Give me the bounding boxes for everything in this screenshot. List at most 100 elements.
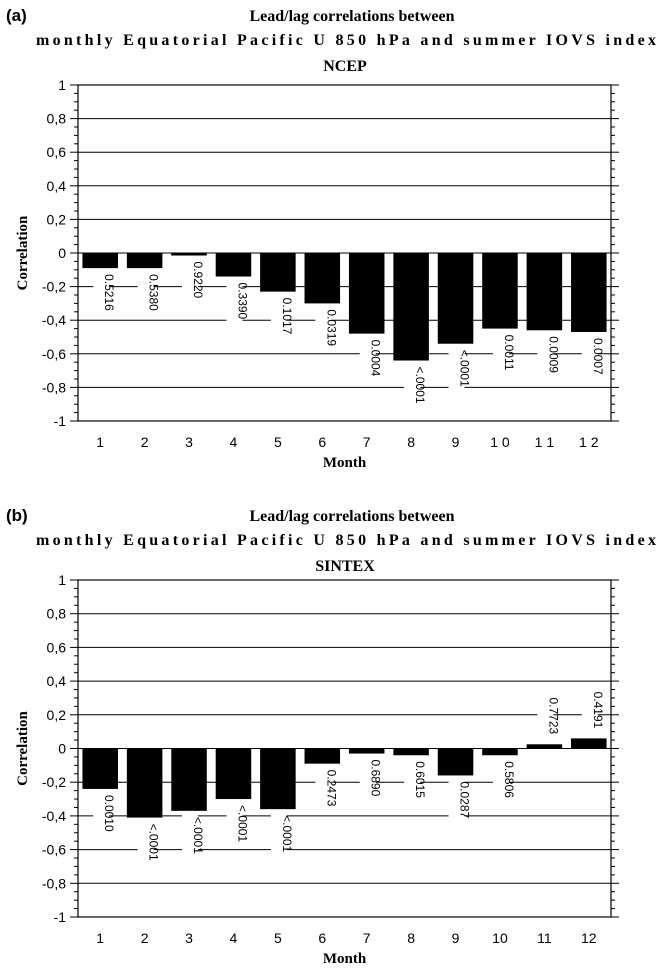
p-value-bg xyxy=(404,759,421,805)
p-value-label: 0.0287 xyxy=(458,781,472,818)
x-tick-label: 1 2 xyxy=(579,434,599,450)
y-tick-label: 1 xyxy=(58,77,66,93)
p-value-bg xyxy=(537,334,554,380)
plot-frame xyxy=(77,579,612,918)
x-axis-title: Month xyxy=(323,455,367,471)
p-value-label: 0.5216 xyxy=(102,274,116,311)
bar-month-1 xyxy=(82,253,118,269)
bar-month-8 xyxy=(393,253,429,361)
x-tick-label: 2 xyxy=(141,434,149,450)
p-value-label: 0.1017 xyxy=(280,298,294,335)
x-tick-label: 5 xyxy=(274,434,282,450)
bar-month-7 xyxy=(348,748,385,754)
p-value-bg xyxy=(581,689,598,735)
p-value-bg xyxy=(359,337,376,383)
bar-month-12 xyxy=(571,253,607,332)
p-value-label: 0.7723 xyxy=(546,697,560,734)
y-tick-label: 0,6 xyxy=(47,639,67,655)
y-tick-label: 0 xyxy=(58,245,66,261)
p-value-bg xyxy=(581,335,598,381)
bar-month-9 xyxy=(437,748,474,776)
bar-month-5 xyxy=(260,748,296,810)
p-value-label: 0.4191 xyxy=(591,692,605,729)
bar-month-3 xyxy=(171,748,207,811)
y-axis-title: Correlation xyxy=(15,215,31,290)
p-value-label: 0.5806 xyxy=(502,761,516,798)
x-axis-title: Month xyxy=(323,951,367,967)
p-value-label: 0.0010 xyxy=(102,795,116,832)
y-tick-label: -0,8 xyxy=(42,875,66,891)
p-value-bg xyxy=(137,821,154,867)
chart-title: Lead/lag correlations between xyxy=(249,508,454,525)
x-tick-label: 1 xyxy=(96,930,104,946)
p-value-bg xyxy=(182,814,199,860)
p-value-bg xyxy=(315,307,332,353)
y-tick-label: -1 xyxy=(54,909,67,925)
x-tick-label: 8 xyxy=(407,434,415,450)
x-tick-label: 6 xyxy=(318,930,326,946)
y-tick-label: 0 xyxy=(58,741,66,757)
bar-month-7 xyxy=(348,253,385,334)
bar-month-4 xyxy=(215,748,252,800)
chart-title: monthly Equatorial Pacific U 850 hPa and… xyxy=(36,532,656,549)
bar-month-11 xyxy=(526,253,563,331)
p-value-label: 0.3390 xyxy=(235,283,249,320)
x-tick-label: 9 xyxy=(452,930,460,946)
bar-month-9 xyxy=(437,253,474,344)
y-tick-label: -1 xyxy=(54,413,67,429)
x-tick-label: 11 xyxy=(537,930,552,946)
y-tick-label: -0,2 xyxy=(42,774,66,790)
bar-month-4 xyxy=(215,253,252,277)
x-tick-label: 8 xyxy=(407,930,415,946)
x-tick-label: 4 xyxy=(230,930,238,946)
bar-month-11 xyxy=(526,744,563,749)
bar-month-5 xyxy=(260,253,296,292)
y-tick-label: 0,4 xyxy=(47,178,67,194)
y-axis-title: Correlation xyxy=(15,710,31,785)
bar-month-8 xyxy=(393,748,429,756)
x-tick-label: 7 xyxy=(363,930,371,946)
p-value-label: 0.0011 xyxy=(502,335,516,371)
p-value-bg xyxy=(448,347,465,393)
bar-month-10 xyxy=(482,748,518,756)
chart-subtitle: SINTEX xyxy=(315,558,375,575)
bar-month-6 xyxy=(304,253,341,304)
chart-title: Lead/lag correlations between xyxy=(249,8,454,25)
p-value-label: <.0001 xyxy=(147,824,161,861)
x-tick-label: 5 xyxy=(274,930,282,946)
bar-month-2 xyxy=(126,253,163,269)
p-value-label: 0.0004 xyxy=(369,340,383,377)
x-tick-label: 9 xyxy=(452,434,460,450)
p-value-bg xyxy=(315,767,332,813)
x-tick-label: 3 xyxy=(185,930,193,946)
p-value-bg xyxy=(448,779,465,825)
p-value-label: <.0001 xyxy=(191,817,205,854)
y-tick-label: -0,4 xyxy=(42,808,66,824)
p-value-label: 0.6890 xyxy=(369,760,383,797)
plot-frame xyxy=(77,84,612,422)
p-value-label: <.0001 xyxy=(413,367,427,404)
x-tick-label: 4 xyxy=(230,434,238,450)
p-value-label: 0.2473 xyxy=(324,770,338,807)
p-value-bg xyxy=(492,332,509,378)
x-tick-label: 1 1 xyxy=(535,434,555,450)
chart-panel-a: (a) Lead/lag correlations between monthly … xyxy=(6,6,656,471)
p-value-label: 0.0319 xyxy=(324,309,338,346)
x-tick-label: 1 0 xyxy=(490,434,510,450)
x-tick-label: 12 xyxy=(581,930,597,946)
y-tick-label: -0,4 xyxy=(42,312,66,328)
p-value-label: <.0001 xyxy=(458,350,472,387)
bar-month-10 xyxy=(482,253,518,329)
p-value-bg xyxy=(93,272,110,317)
y-tick-label: 0,8 xyxy=(47,111,67,127)
p-value-bg xyxy=(226,280,243,326)
y-tick-label: -0,8 xyxy=(42,379,66,395)
bar-month-12 xyxy=(571,738,607,749)
p-value-label: 0.0007 xyxy=(591,338,605,375)
p-value-bg xyxy=(537,695,554,741)
y-tick-label: 0,2 xyxy=(47,707,67,723)
y-tick-label: -0,6 xyxy=(42,346,66,362)
x-tick-label: 1 xyxy=(96,434,104,450)
chart-title: monthly Equatorial Pacific U 850 hPa and… xyxy=(36,32,656,49)
